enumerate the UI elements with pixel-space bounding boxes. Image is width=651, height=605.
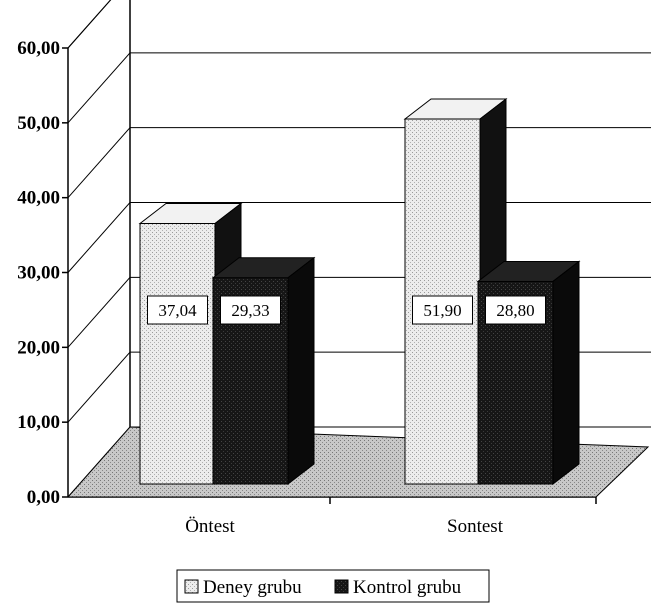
data-label: 37,04 [158, 301, 197, 320]
gridline-side [67, 351, 131, 423]
y-tick-label: 60,00 [17, 38, 60, 59]
y-tick-label: 50,00 [17, 113, 60, 134]
legend-label-1: Kontrol grubu [353, 577, 462, 598]
x-axis-categories: Öntest Sontest [185, 516, 504, 537]
legend: Deney grubu Kontrol grubu [176, 569, 490, 603]
data-label-box [412, 295, 473, 325]
data-label-box [147, 295, 208, 325]
legend-box [176, 569, 490, 603]
data-label: 28,80 [496, 301, 534, 320]
y-tick-label: 30,00 [17, 263, 60, 284]
bar-side-1-1 [552, 260, 580, 486]
gridlines [67, 0, 651, 498]
y-tick-label: 10,00 [17, 412, 60, 433]
bars [138, 97, 581, 486]
x-category-label: Öntest [185, 516, 235, 537]
bar-deney-grubu-0 [139, 222, 216, 485]
data-label-box [220, 295, 281, 325]
y-axis-ticks: 0,00 10,00 20,00 30,00 40,00 50,00 60,00 [17, 38, 68, 508]
bar-side-1-0 [287, 256, 315, 486]
x-category-label: Sontest [447, 516, 504, 537]
data-labels: 37,04 29,33 51,90 28,80 [147, 295, 546, 325]
data-label-box [485, 295, 546, 325]
side-wall-top-edge [67, 0, 112, 49]
gridline-side [67, 202, 131, 273]
legend-swatch-0 [184, 579, 199, 594]
data-label: 51,90 [423, 301, 461, 320]
y-tick-label: 40,00 [17, 188, 60, 209]
data-label: 29,33 [231, 301, 269, 320]
legend-swatch-1 [334, 579, 349, 594]
y-tick-label: 20,00 [17, 337, 60, 358]
legend-label-0: Deney grubu [203, 577, 302, 598]
y-tick-label: 0,00 [27, 487, 60, 508]
gridline-side [67, 127, 131, 198]
gridline-side [67, 0, 112, 49]
gridline-side [67, 52, 131, 124]
gridline-side [67, 277, 131, 348]
